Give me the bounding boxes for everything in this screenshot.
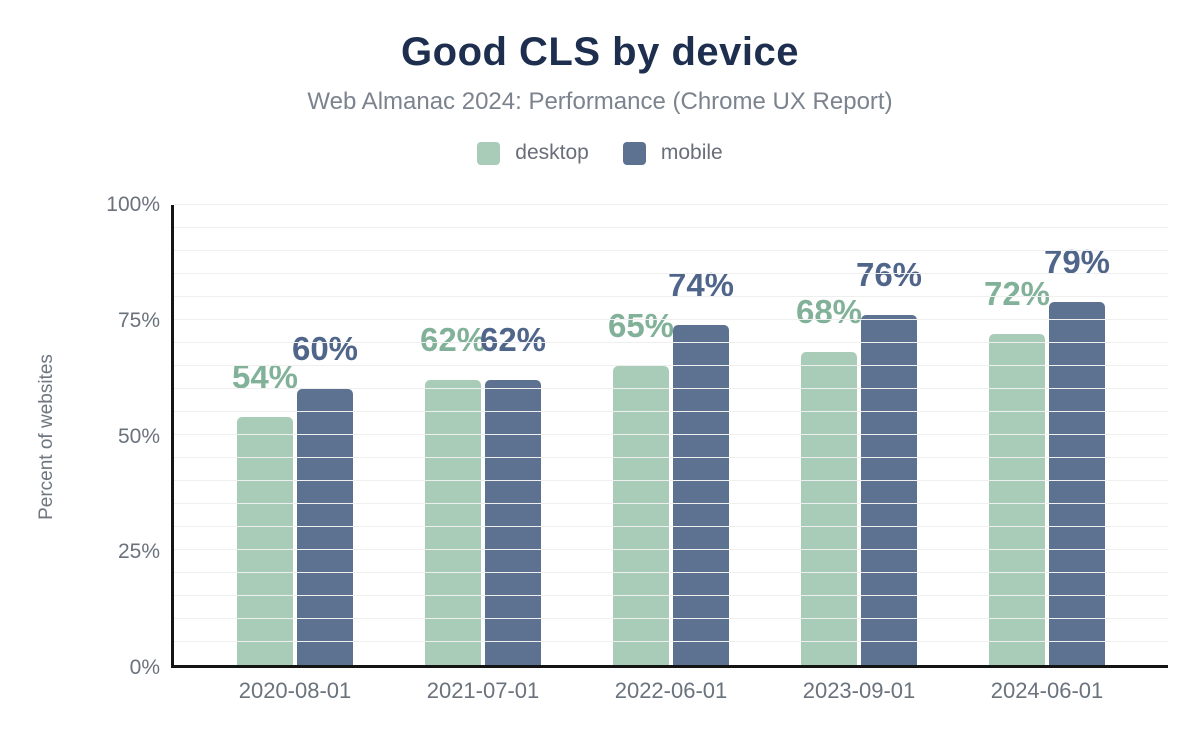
y-axis-ticks: 0% 25% 50% 75% 100% <box>0 193 160 679</box>
bar-mobile-2021-07-01[interactable]: 62% <box>480 323 546 665</box>
gridline-40 <box>174 480 1168 481</box>
bar-desktop-2020-08-01[interactable]: 54% <box>232 360 298 665</box>
chart-title: Good CLS by device <box>401 30 799 74</box>
gridline-10 <box>174 618 1168 619</box>
gridline-100 <box>174 204 1168 205</box>
bar-label-desktop-2023-09-01: 68% <box>795 293 863 331</box>
bar-label-desktop-2022-06-01: 65% <box>607 307 675 344</box>
bar-mobile-2024-06-01[interactable]: 79% <box>1044 245 1110 665</box>
bar-mobile-2020-08-01[interactable]: 60% <box>292 332 358 665</box>
gridline-50 <box>174 434 1168 435</box>
bar-groups-row: 54% 60% 2020-08-01 62% 62% 2021-07-01 65% 74% 20… <box>174 205 1168 703</box>
gridline-30 <box>174 526 1168 527</box>
bar-group-2021-07-01: 62% 62% 2021-07-01 <box>389 205 577 703</box>
bar-group-2022-06-01: 65% 74% 2022-06-01 <box>577 205 765 703</box>
gridline-25 <box>174 549 1168 550</box>
x-tick-label-2022-06-01: 2022-06-01 <box>614 678 728 703</box>
bar-mobile-2022-06-01[interactable]: 74% <box>668 268 734 665</box>
gridline-65 <box>174 365 1168 366</box>
x-tick-label-2023-09-01: 2023-09-01 <box>802 678 916 703</box>
x-tick-label-2021-07-01: 2021-07-01 <box>426 678 540 703</box>
gridline-75 <box>174 319 1168 320</box>
y-tick-label-50%: 50% <box>117 424 160 448</box>
bar-desktop-2023-09-01[interactable]: 68% <box>796 295 862 665</box>
bar-label-mobile-2023-09-01: 76% <box>855 256 923 294</box>
bar-group-2020-08-01: 54% 60% 2020-08-01 <box>201 205 389 703</box>
legend-item-mobile[interactable]: mobile <box>622 141 723 165</box>
gridline-5 <box>174 641 1168 642</box>
gridline-20 <box>174 572 1168 573</box>
y-tick-label-75%: 75% <box>117 308 160 332</box>
bar-label-desktop-2024-06-01: 72% <box>983 274 1051 312</box>
mobile-swatch-icon <box>622 141 646 165</box>
legend-label-mobile: mobile <box>660 141 723 164</box>
plot-area: 54% 60% 2020-08-01 62% 62% 2021-07-01 65% 74% 20… <box>171 204 1168 703</box>
gridline-70 <box>174 342 1168 343</box>
bar-group-2024-06-01: 72% 79% 2024-06-01 <box>953 205 1141 703</box>
y-tick-label-100%: 100% <box>106 193 160 216</box>
bar-group-2023-09-01: 68% 76% 2023-09-01 <box>765 205 953 703</box>
gridline-35 <box>174 503 1168 504</box>
y-tick-label-25%: 25% <box>117 540 160 564</box>
gridline-60 <box>174 388 1168 389</box>
bar-mobile-2023-09-01[interactable]: 76% <box>856 258 922 665</box>
gridline-90 <box>174 250 1168 251</box>
legend-label-desktop: desktop <box>515 141 589 164</box>
legend: desktop mobile <box>0 141 1200 165</box>
bar-desktop-2021-07-01[interactable]: 62% <box>420 323 486 665</box>
bar-label-desktop-2021-07-01: 62% <box>419 320 487 358</box>
bar-desktop-2024-06-01[interactable]: 72% <box>984 277 1050 665</box>
bar-label-mobile-2021-07-01: 62% <box>479 320 547 358</box>
gridline-95 <box>174 227 1168 228</box>
bar-label-mobile-2020-08-01: 60% <box>291 330 359 367</box>
gridline-85 <box>174 273 1168 274</box>
gridline-45 <box>174 457 1168 458</box>
chart-subtitle: Web Almanac 2024: Performance (Chrome UX… <box>307 88 893 115</box>
bar-desktop-2022-06-01[interactable]: 65% <box>608 309 674 665</box>
gridline-55 <box>174 411 1168 412</box>
gridline-80 <box>174 296 1168 297</box>
x-tick-label-2020-08-01: 2020-08-01 <box>238 678 352 703</box>
y-tick-label-0%: 0% <box>129 656 160 679</box>
legend-item-desktop[interactable]: desktop <box>477 141 589 165</box>
desktop-swatch-icon <box>477 141 501 165</box>
x-tick-label-2024-06-01: 2024-06-01 <box>990 678 1104 703</box>
gridline-15 <box>174 595 1168 596</box>
